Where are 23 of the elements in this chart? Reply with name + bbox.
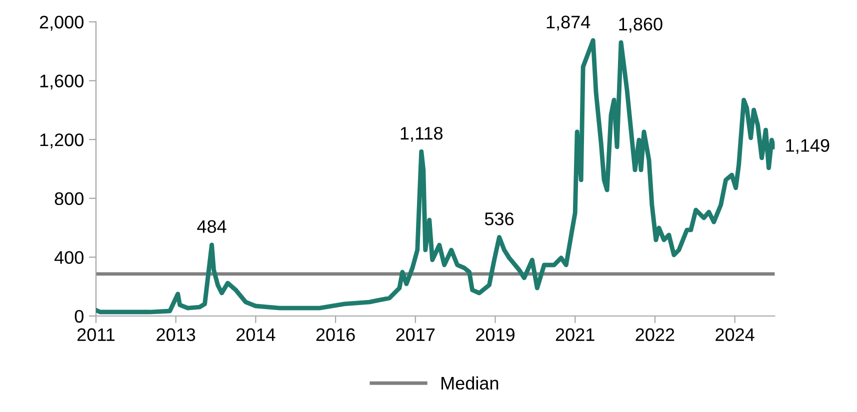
annotation: 1,860 [619, 18, 662, 33]
x-tick-label: 2019 [476, 328, 514, 342]
x-tick-label: 2021 [556, 328, 594, 342]
x-tick-label: 2022 [636, 328, 674, 342]
annotation: 1,118 [400, 126, 443, 142]
x-tick-label: 2024 [716, 328, 754, 342]
annotation: 1,149 [786, 139, 830, 154]
annotation: 536 [484, 212, 514, 226]
y-tick-label: 400 [54, 251, 84, 264]
x-tick-label: 2016 [316, 328, 355, 342]
annotation: 484 [197, 220, 226, 233]
y-tick-label: 800 [54, 192, 84, 206]
x-tick-label: 2011 [77, 328, 115, 342]
legend-label: Median [442, 376, 498, 390]
annotation: 1,874 [546, 16, 590, 31]
line-series [96, 38, 775, 314]
x-tick-label: 2014 [236, 328, 276, 342]
y-tick-label: 1,200 [40, 133, 84, 148]
x-tick-label: 2013 [156, 328, 196, 342]
y-tick-label: 1,600 [40, 74, 84, 90]
y-tick-label: 2,000 [40, 16, 84, 31]
y-tick-label: 0 [74, 310, 84, 323]
x-tick-label: 2017 [396, 328, 435, 342]
